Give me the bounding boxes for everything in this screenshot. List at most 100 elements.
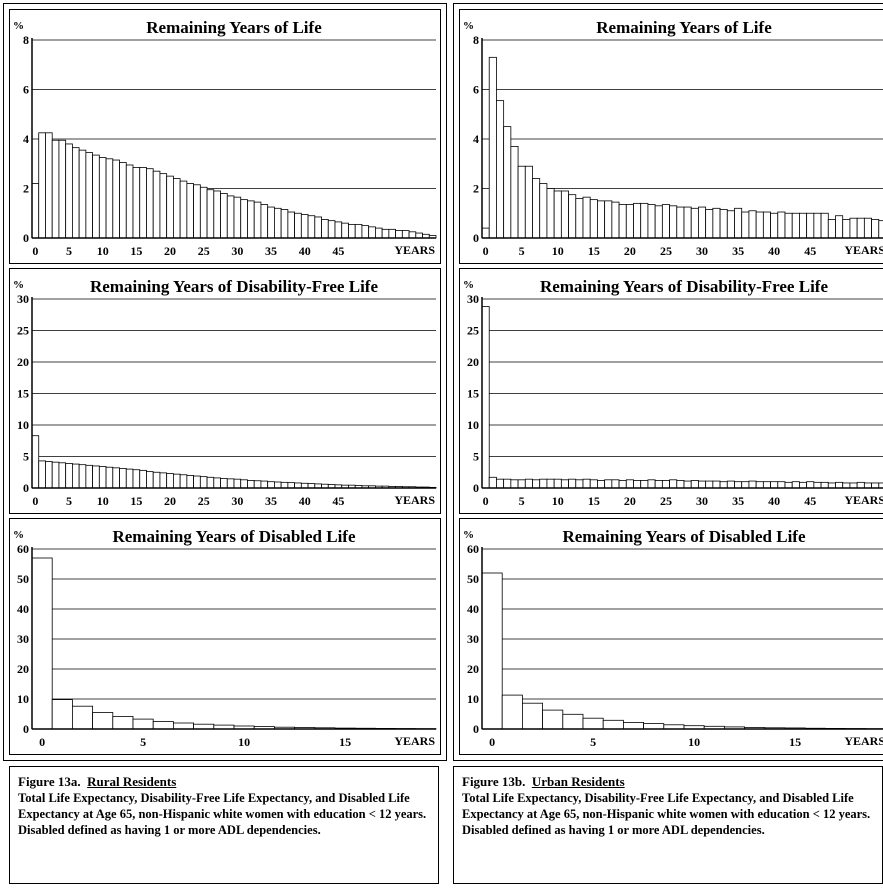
- bar: [813, 212, 822, 239]
- bar: [146, 471, 154, 489]
- chart-svg: Remaining Years of Disabled Life% 0 10 20 30…: [13, 527, 437, 749]
- x-tick-label: 15: [789, 735, 801, 749]
- x-tick-label: 15: [588, 494, 600, 508]
- x-tick-label: 30: [696, 244, 708, 258]
- bar: [546, 478, 555, 489]
- bar: [597, 200, 606, 239]
- y-tick-label: 25: [17, 324, 29, 338]
- x-tick-label: 10: [552, 494, 564, 508]
- figure-caption-text: Total Life Expectancy, Disability-Free L…: [18, 791, 427, 837]
- bar: [31, 183, 40, 239]
- figure-caption-text: Total Life Expectancy, Disability-Free L…: [462, 791, 871, 837]
- y-tick-label: 15: [17, 387, 29, 401]
- x-tick-label: 10: [688, 735, 700, 749]
- x-tick-label: 0: [483, 244, 489, 258]
- bar: [726, 480, 735, 489]
- bar: [273, 481, 282, 489]
- x-tick-label: 10: [97, 494, 109, 508]
- bar: [220, 193, 228, 239]
- x-tick-label: 10: [238, 735, 250, 749]
- chart-title: Remaining Years of Life: [596, 18, 772, 37]
- bar: [661, 204, 670, 239]
- bar: [575, 197, 584, 239]
- bar: [45, 132, 53, 239]
- x-tick-label: 5: [590, 735, 596, 749]
- bar: [799, 212, 808, 239]
- x-tick-label: 45: [804, 244, 816, 258]
- bar: [72, 147, 80, 239]
- bar: [31, 435, 40, 489]
- urban-total-life-chart: Remaining Years of Life% 0 2 4 6 8 0 5 10 15 20 25 3…: [459, 9, 883, 264]
- bar: [78, 464, 87, 489]
- bar: [193, 475, 201, 489]
- bar: [401, 230, 410, 239]
- y-tick-label: 0: [473, 231, 479, 245]
- bar: [878, 482, 883, 489]
- x-tick-label: 0: [489, 735, 495, 749]
- bar: [611, 479, 620, 489]
- bar: [640, 202, 649, 239]
- bar: [119, 162, 127, 239]
- bar: [186, 474, 195, 489]
- x-tick-label: 15: [130, 494, 142, 508]
- x-tick-label: 5: [519, 494, 525, 508]
- bar: [748, 210, 757, 239]
- bar: [618, 204, 627, 239]
- y-tick-label: 6: [23, 83, 29, 97]
- bar: [213, 477, 221, 489]
- x-axis-label: YEARS: [394, 493, 435, 507]
- bar: [334, 221, 343, 239]
- y-tick-label: 20: [17, 662, 29, 676]
- bar: [152, 471, 161, 489]
- bar: [146, 168, 154, 239]
- bar: [611, 201, 620, 239]
- bar: [92, 154, 100, 239]
- bar: [784, 212, 793, 239]
- x-tick-label: 15: [588, 244, 600, 258]
- bar: [690, 207, 699, 239]
- bar: [374, 227, 383, 239]
- bar: [72, 705, 94, 730]
- bar: [633, 202, 642, 239]
- bar: [849, 217, 858, 239]
- x-tick-label: 30: [696, 494, 708, 508]
- bar: [488, 476, 497, 489]
- bar: [85, 464, 94, 489]
- urban-figure-caption: Figure 13b. Urban Residents Total Life E…: [453, 766, 883, 884]
- bar: [791, 212, 800, 239]
- bar: [280, 209, 289, 239]
- bar: [683, 206, 692, 239]
- x-tick-label: 20: [624, 494, 636, 508]
- x-tick-label: 45: [332, 494, 344, 508]
- bar: [260, 204, 269, 239]
- bar: [734, 207, 743, 239]
- chart-svg: Remaining Years of Disability-Free Life%…: [463, 277, 883, 508]
- bar: [260, 480, 269, 489]
- bar: [827, 482, 836, 489]
- x-tick-label: 40: [299, 494, 311, 508]
- bar: [193, 184, 201, 239]
- urban-disability-free-chart: Remaining Years of Disability-Free Life%…: [459, 268, 883, 514]
- bar: [321, 219, 329, 239]
- bar: [820, 212, 829, 239]
- bar: [481, 572, 503, 730]
- bar: [267, 481, 275, 489]
- x-tick-label: 15: [339, 735, 351, 749]
- x-tick-label: 25: [660, 494, 672, 508]
- x-tick-label: 45: [804, 494, 816, 508]
- x-tick-label: 25: [660, 244, 672, 258]
- bar: [562, 713, 584, 730]
- figure-group-title: Urban Residents: [531, 774, 625, 789]
- chart-svg: Remaining Years of Disability-Free Life%…: [13, 277, 437, 508]
- y-tick-label: 25: [467, 324, 479, 338]
- y-tick-label: 30: [17, 292, 29, 306]
- y-axis-label: %: [13, 20, 24, 32]
- bar: [510, 146, 519, 239]
- bar: [871, 219, 880, 239]
- bar: [849, 482, 858, 489]
- bar: [546, 188, 555, 239]
- bar: [560, 190, 569, 239]
- bar: [863, 217, 872, 239]
- bar: [152, 721, 174, 730]
- bar: [690, 480, 699, 489]
